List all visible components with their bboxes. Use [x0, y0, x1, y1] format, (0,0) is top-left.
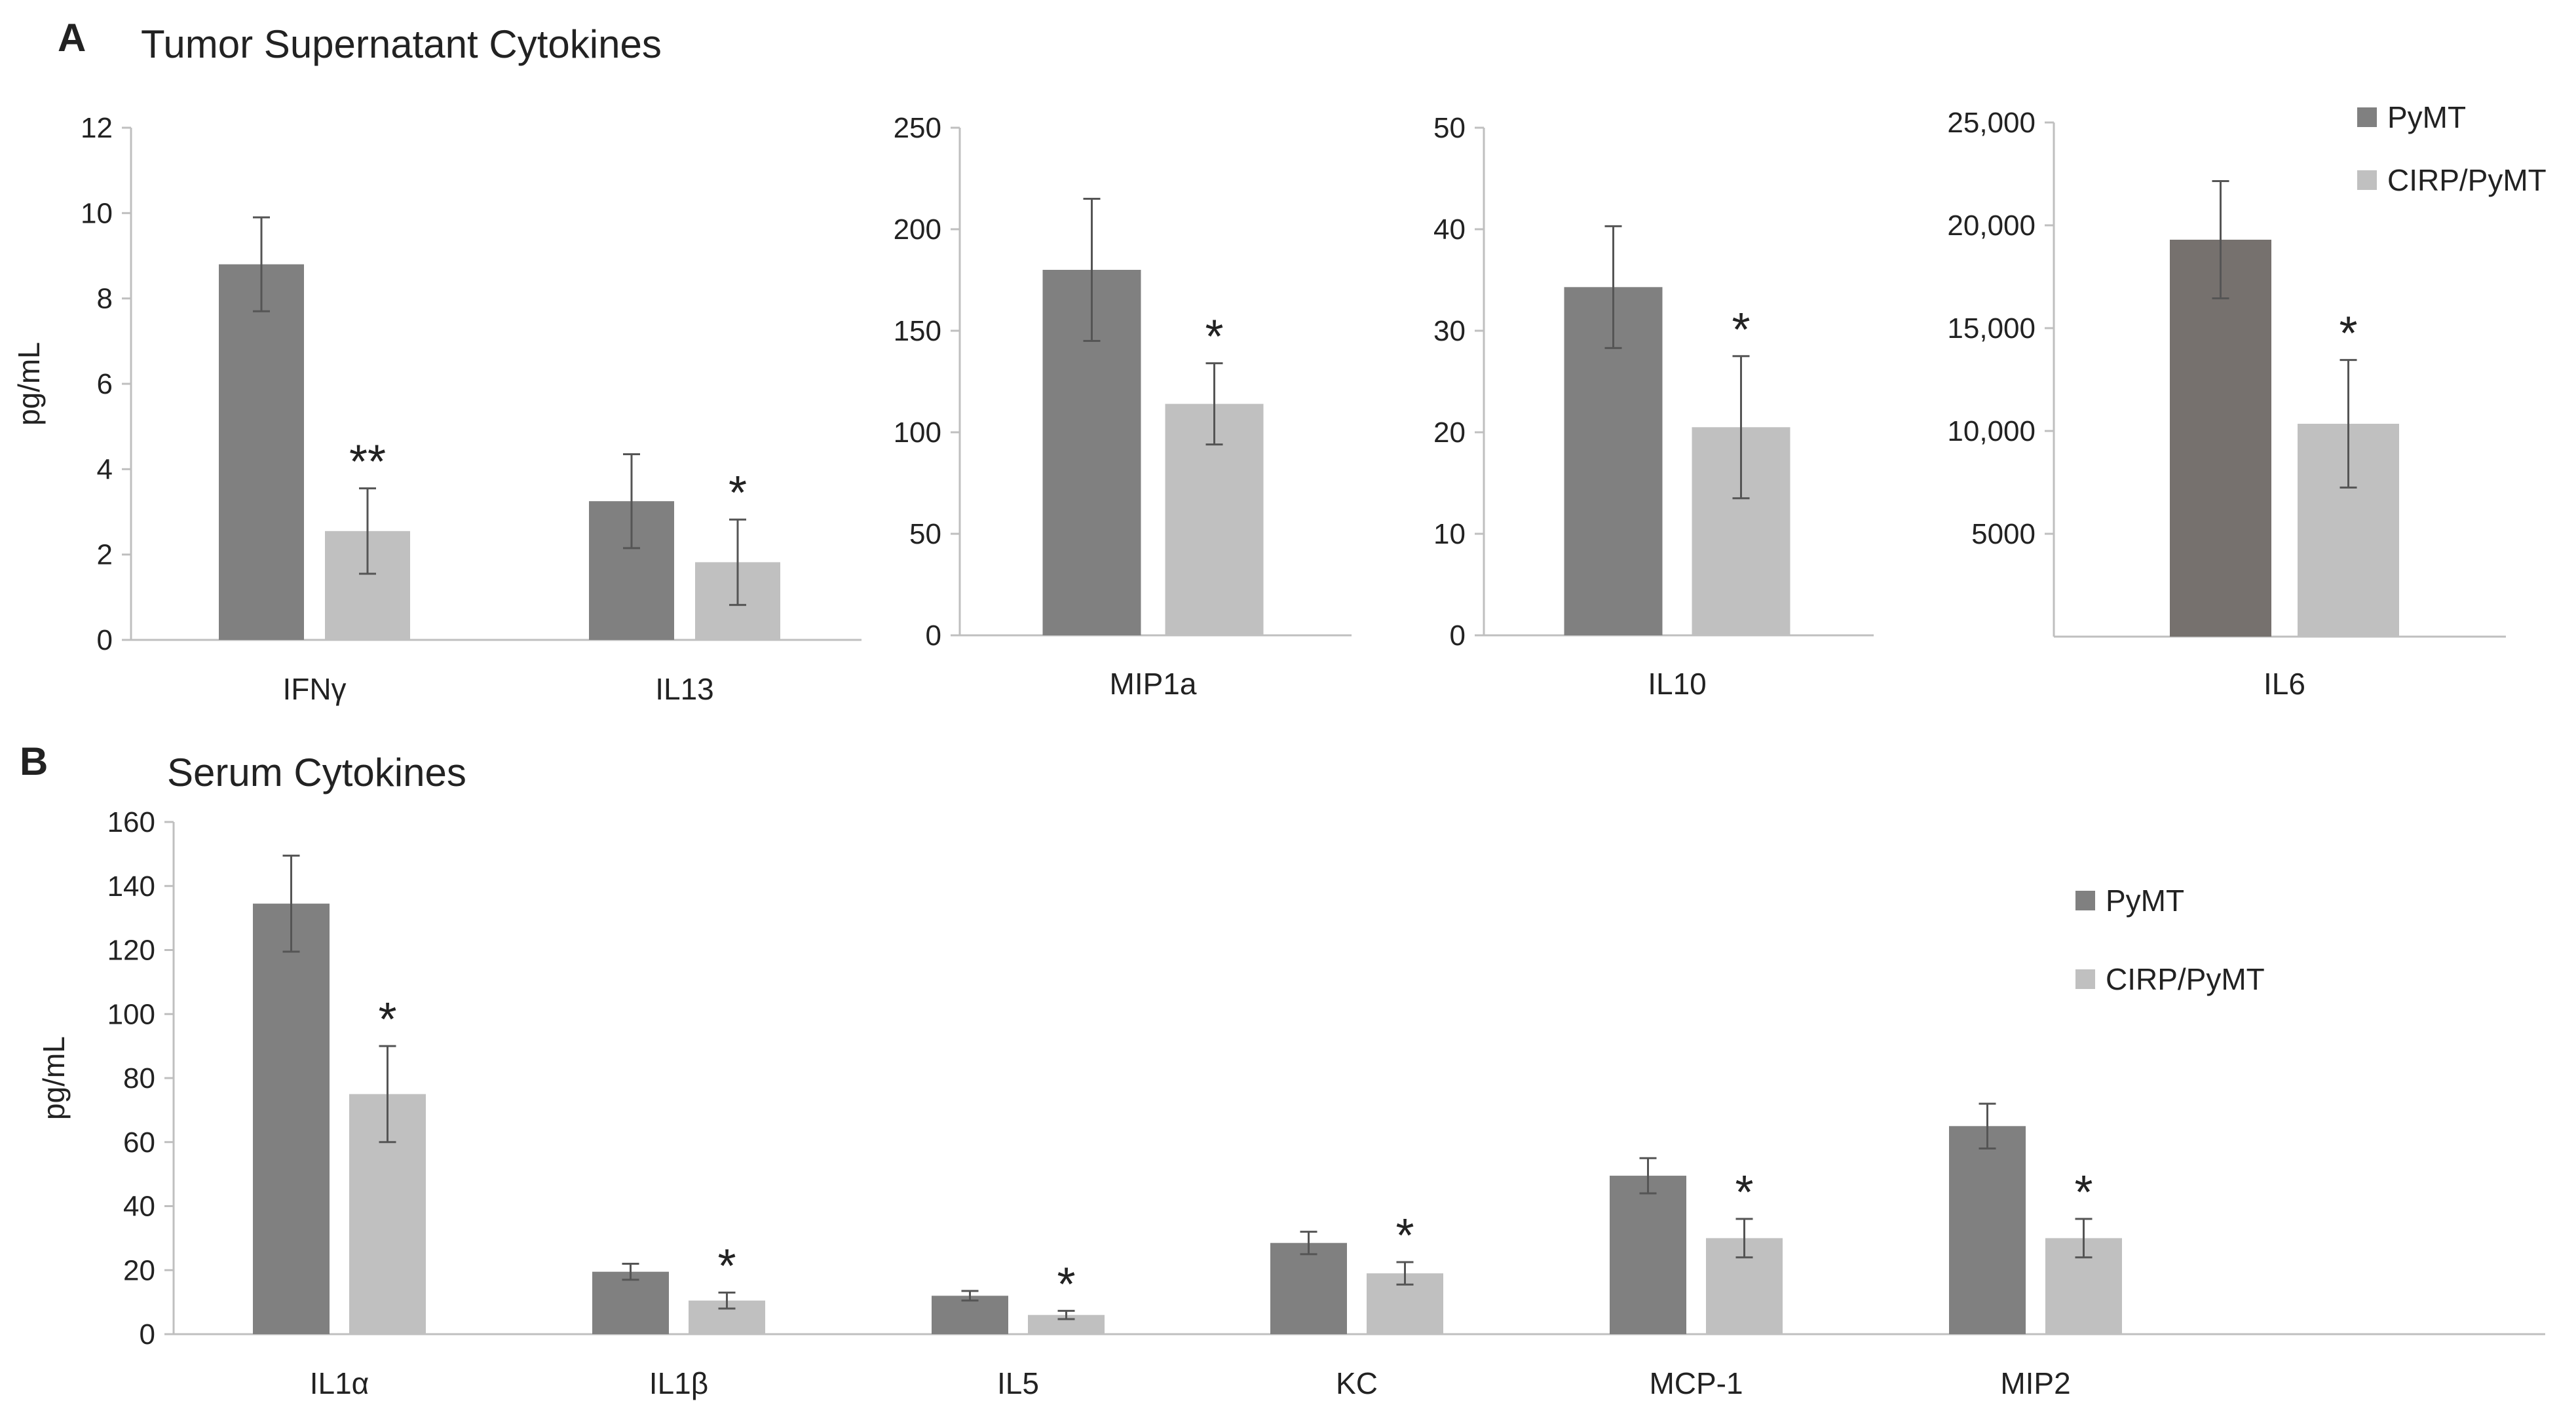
- y-tick-label-200: 200: [894, 214, 941, 246]
- y-tick-label-150: 150: [894, 315, 941, 347]
- category-label-il1: IL1β: [649, 1366, 708, 1400]
- category-label-il10: IL10: [1648, 667, 1707, 701]
- significance-il13: *: [729, 467, 747, 519]
- legend-b: PyMT CIRP/PyMT: [2075, 884, 2265, 996]
- y-tick-label-10-000: 10,000: [1947, 415, 2036, 447]
- panel-a-title: Tumor Supernatant Cytokines: [141, 22, 662, 66]
- y-tick-label-0: 0: [1450, 620, 1466, 652]
- legend-a-label-cirp: CIRP/PyMT: [2387, 163, 2547, 197]
- y-tick-label-0: 0: [140, 1318, 155, 1351]
- significance-il1: *: [717, 1240, 736, 1292]
- y-tick-label-80: 80: [123, 1062, 155, 1094]
- category-label-kc: KC: [1336, 1366, 1378, 1400]
- chart-il6: 5000 10,000 15,000 20,000 25,000 * IL6: [1947, 107, 2506, 701]
- y-tick-label-50: 50: [1433, 112, 1466, 144]
- y-tick-label-100: 100: [894, 417, 941, 449]
- bar-pymt-il1: [592, 1271, 669, 1334]
- y-tick-label-0: 0: [926, 620, 941, 652]
- y-tick-label-8: 8: [97, 283, 113, 315]
- significance-mcp-1: *: [1735, 1166, 1753, 1219]
- y-tick-label-4: 4: [97, 453, 113, 485]
- y-tick-label-6: 6: [97, 368, 113, 400]
- y-tick-label-160: 160: [107, 806, 155, 838]
- chart-mip1a: 0 50 100 150 200 250 * MIP1a: [894, 112, 1352, 701]
- y-axis-label: pg/mL: [12, 342, 46, 426]
- panel-b-letter: B: [20, 739, 48, 783]
- legend-b-swatch-pymt: [2075, 891, 2095, 910]
- y-tick-label-60: 60: [123, 1127, 155, 1159]
- significance-kc: *: [1395, 1210, 1414, 1262]
- y-tick-label-120: 120: [107, 935, 155, 967]
- significance-il1: *: [378, 994, 396, 1046]
- category-label-mcp-1: MCP-1: [1649, 1366, 1743, 1400]
- bar-pymt-kc: [1270, 1242, 1347, 1334]
- y-tick-label-12: 12: [81, 112, 113, 144]
- category-label-il13: IL13: [655, 672, 714, 706]
- category-label-ifn: IFNγ: [282, 672, 346, 706]
- bar-pymt-il6: [2170, 239, 2271, 637]
- y-tick-label-25-000: 25,000: [1947, 107, 2036, 139]
- y-tick-label-40: 40: [1433, 214, 1466, 246]
- chart-ifng-il13: 0 2 4 6 8 10 12 pg/mL ** IFNγ * IL13: [12, 112, 862, 706]
- significance-mip2: *: [2074, 1166, 2093, 1219]
- y-tick-label-5000: 5000: [1971, 518, 2036, 550]
- panel-b-title: Serum Cytokines: [167, 751, 466, 794]
- chart-il10: 0 10 20 30 40 50 * IL10: [1433, 112, 1874, 701]
- y-tick-label-30: 30: [1433, 315, 1466, 347]
- y-tick-label-2: 2: [97, 539, 113, 571]
- chart-serum-cytokines: 0 20 40 60 80 100 120 140 160 pg/mL * IL1α * IL1β * IL5…: [37, 806, 2545, 1400]
- y-tick-label-250: 250: [894, 112, 941, 144]
- legend-a-swatch-cirp: [2357, 170, 2377, 190]
- category-label-il6: IL6: [2263, 667, 2305, 701]
- legend-a-swatch-pymt: [2357, 107, 2377, 127]
- y-tick-label-100: 100: [107, 998, 155, 1030]
- category-label-mip1a: MIP1a: [1110, 667, 1197, 701]
- category-label-il5: IL5: [997, 1366, 1039, 1400]
- legend-a-label-pymt: PyMT: [2387, 100, 2466, 134]
- legend-a: PyMT CIRP/PyMT: [2357, 100, 2547, 197]
- y-tick-label-10: 10: [81, 197, 113, 229]
- legend-b-label-pymt: PyMT: [2106, 884, 2184, 918]
- bar-pymt-mcp-1: [1610, 1176, 1686, 1334]
- y-tick-label-20-000: 20,000: [1947, 210, 2036, 242]
- legend-b-swatch-cirp: [2075, 969, 2095, 989]
- y-tick-label-40: 40: [123, 1191, 155, 1223]
- y-tick-label-140: 140: [107, 870, 155, 903]
- significance-il10: *: [1732, 304, 1750, 356]
- legend-b-label-cirp: CIRP/PyMT: [2106, 962, 2265, 996]
- bar-pymt-ifn: [219, 264, 304, 640]
- y-tick-label-15-000: 15,000: [1947, 312, 2036, 345]
- y-tick-label-0: 0: [97, 624, 113, 656]
- y-tick-label-20: 20: [123, 1254, 155, 1286]
- category-label-il1: IL1α: [310, 1366, 369, 1400]
- y-tick-label-50: 50: [909, 518, 941, 550]
- bar-pymt-il1: [253, 903, 330, 1334]
- panel-a-letter: A: [58, 16, 86, 60]
- bar-pymt-il5: [932, 1296, 1008, 1334]
- category-label-mip2: MIP2: [2000, 1366, 2070, 1400]
- y-tick-label-10: 10: [1433, 518, 1466, 550]
- y-tick-label-20: 20: [1433, 417, 1466, 449]
- significance-il5: *: [1057, 1258, 1075, 1311]
- significance-mip1a: *: [1205, 311, 1223, 364]
- significance-ifn: **: [349, 436, 386, 489]
- y-axis-label: pg/mL: [37, 1036, 71, 1120]
- significance-il6: *: [2339, 308, 2357, 360]
- bar-pymt-mip2: [1949, 1126, 2026, 1334]
